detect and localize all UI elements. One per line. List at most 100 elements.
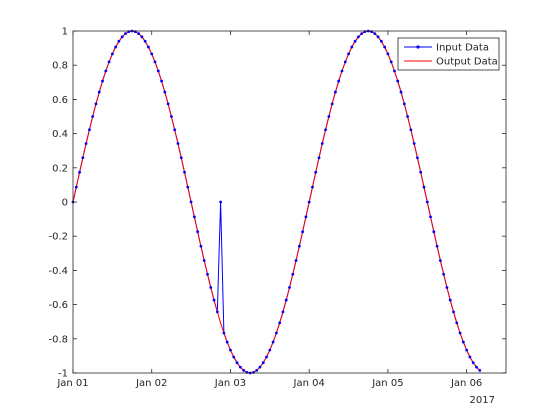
input-data-point [261, 361, 265, 365]
input-data-point [373, 32, 377, 35]
input-data-point [206, 272, 209, 276]
input-data-point [297, 244, 301, 248]
input-data-point [74, 185, 78, 189]
input-data-point [186, 185, 190, 189]
input-data-point [393, 69, 396, 73]
input-data-point [284, 298, 288, 302]
input-data-point [406, 115, 409, 118]
input-data-point [173, 128, 177, 132]
input-data-point [110, 52, 114, 56]
input-data-point [91, 115, 95, 118]
input-data-point [389, 60, 393, 64]
input-data-point [222, 331, 226, 335]
input-data-point [376, 35, 380, 39]
input-data-point [219, 200, 223, 204]
input-data-point [258, 365, 262, 369]
input-data-point [278, 321, 282, 325]
input-data-point [160, 79, 163, 83]
input-data-point [429, 215, 432, 219]
input-data-point [88, 128, 91, 132]
y-tick-label: -0.4 [48, 266, 68, 277]
x-tick-label: Jan 04 [293, 378, 325, 389]
input-data-point [192, 215, 196, 219]
input-data-point [409, 128, 413, 132]
input-data-point [340, 69, 344, 73]
input-data-point [124, 32, 127, 35]
input-data-point [238, 365, 242, 369]
x-axis-ticks: Jan 01 Jan 02 Jan 03 Jan 04 Jan 05 Jan 06 [56, 31, 482, 389]
input-data-point [461, 340, 465, 344]
input-data-point [356, 35, 360, 39]
input-data-point [468, 355, 472, 359]
legend-input-marker [416, 45, 420, 49]
y-tick-label: 0 [62, 198, 68, 209]
y-tick-label: 0.4 [52, 129, 68, 140]
input-data-point [317, 156, 321, 160]
input-data-point [442, 272, 446, 276]
input-data-point [179, 156, 183, 160]
y-tick-label: -0.2 [48, 232, 68, 243]
x-tick-label: Jan 03 [214, 378, 246, 389]
input-data-point [183, 170, 186, 174]
input-data-point [425, 200, 429, 204]
input-data-point [202, 259, 206, 262]
input-data-point [81, 156, 85, 160]
input-data-point [320, 142, 324, 145]
input-data-point [229, 348, 232, 352]
input-data-point [153, 60, 157, 64]
legend-box [397, 37, 500, 71]
input-data-point [288, 286, 291, 289]
x-tick-label: Jan 06 [450, 378, 482, 389]
input-data-point [396, 79, 400, 83]
input-data-point [334, 90, 337, 94]
series-layer [71, 29, 482, 375]
input-data-point [327, 115, 331, 118]
y-tick-label: 1 [62, 27, 68, 38]
input-data-point [101, 79, 104, 83]
input-data-point [386, 52, 390, 56]
input-data-point [150, 52, 154, 56]
input-data-point [438, 259, 442, 262]
input-data-point [189, 200, 193, 204]
input-data-point [78, 170, 81, 174]
input-data-point [196, 230, 200, 234]
input-data-point [324, 128, 327, 132]
y-tick-label: 0.6 [52, 95, 68, 106]
input-data-point [97, 90, 101, 94]
input-data-point [419, 170, 423, 174]
input-data-point [140, 35, 144, 39]
input-data-point [163, 90, 167, 94]
input-data-point [166, 102, 170, 106]
input-data-point [170, 115, 173, 118]
input-data-point [402, 102, 406, 106]
input-data-point [137, 32, 141, 35]
input-data-point [156, 69, 160, 73]
input-data-point [471, 361, 475, 365]
input-data-point [225, 340, 229, 344]
input-data-point [147, 45, 150, 49]
input-data-point [445, 286, 449, 289]
input-data-point [104, 69, 108, 73]
input-data-point [399, 90, 403, 94]
input-data-point [337, 79, 341, 83]
input-data-point [347, 52, 350, 56]
input-data-point [291, 272, 295, 276]
input-data-point [94, 102, 98, 106]
input-data-point [84, 142, 88, 145]
input-data-point [422, 185, 426, 189]
input-data-point [343, 60, 347, 64]
input-data-point [199, 244, 203, 248]
input-data-point [435, 244, 439, 248]
input-data-point [114, 45, 118, 49]
input-data-point [274, 331, 278, 335]
input-data-point [452, 310, 455, 314]
input-data-point [412, 142, 416, 145]
input-data-point [311, 185, 314, 189]
y-tick-label: -0.6 [48, 300, 68, 311]
input-data-point [120, 35, 124, 39]
legend-input-label: Input Data [436, 43, 489, 54]
plot-area [73, 31, 506, 373]
input-data-point [215, 310, 219, 314]
input-data-point [117, 39, 121, 43]
